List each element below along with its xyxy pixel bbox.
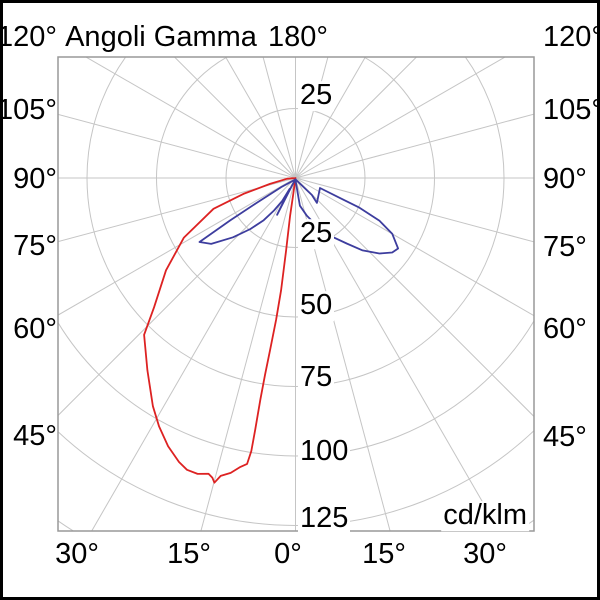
- gamma-angle-label-top: 180°: [268, 21, 328, 54]
- intensity-ring-label: 25: [298, 79, 335, 112]
- intensity-ring-label: 25: [298, 217, 335, 250]
- gamma-angle-label-right: 75°: [543, 231, 587, 264]
- gamma-angle-label-left: 75°: [13, 230, 57, 263]
- gamma-angle-label-left: 105°: [0, 94, 57, 127]
- intensity-ring-label: 125: [298, 502, 351, 535]
- gamma-angle-label-right: 90°: [543, 163, 587, 196]
- intensity-ring-label: 50: [298, 289, 335, 322]
- unit-label: cd/klm: [441, 499, 529, 532]
- gamma-angle-label-bottom: 15°: [362, 538, 406, 571]
- gamma-angle-label-right: 60°: [543, 313, 587, 346]
- gamma-angle-label-right: 45°: [543, 421, 587, 454]
- gamma-angle-label-bottom: 15°: [167, 538, 211, 571]
- gamma-angle-label-left: 60°: [13, 313, 57, 346]
- intensity-ring-label: 100: [298, 435, 351, 468]
- gamma-angle-label-left: 45°: [13, 420, 57, 453]
- gamma-angle-label-top: 120°: [0, 21, 57, 54]
- gamma-angle-label-top: 120°: [543, 21, 600, 54]
- gamma-angle-label-left: 90°: [13, 163, 57, 196]
- chart-title: Angoli Gamma: [65, 21, 257, 54]
- gamma-angle-label-right: 105°: [543, 94, 600, 127]
- gamma-angle-label-bottom: 30°: [55, 538, 99, 571]
- gamma-angle-label-bottom: 30°: [463, 538, 507, 571]
- intensity-ring-label: 75: [298, 361, 335, 394]
- gamma-angle-label-bottom: 0°: [274, 538, 302, 571]
